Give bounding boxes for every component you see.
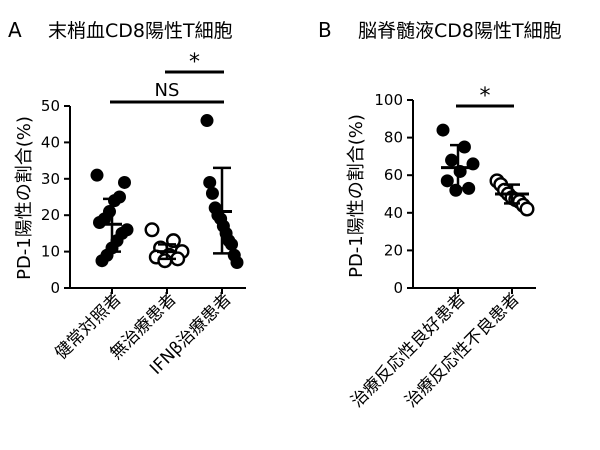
panel-b-y-tick-label: 40 [384, 204, 403, 222]
panel-b-data-point-filled [449, 183, 463, 197]
panel-b-y-tick-label: 20 [384, 241, 403, 259]
panel-a-data-point-filled [203, 175, 217, 189]
panel-a-data-point-filled [230, 256, 244, 270]
panel-b-y-tick-label: 100 [374, 91, 403, 109]
panel-a-significance-label: * [189, 50, 200, 75]
panel-letter-a: A [8, 18, 22, 42]
panel-a-y-tick-label: 20 [41, 206, 60, 224]
panel-a-data-point-filled [90, 168, 104, 182]
panel-a-significance-label: NS [155, 80, 180, 101]
panel-b-y-tick-label: 80 [384, 129, 403, 147]
panel-b-y-tick-label: 60 [384, 166, 403, 184]
panel-a-y-tick-label: 30 [41, 170, 60, 188]
panel-a-data-point-filled [93, 215, 106, 229]
panel-b-significance-label: * [480, 84, 491, 109]
panel-b-data-point-open [519, 201, 535, 217]
panel-letter-b: B [318, 18, 332, 42]
panel-a-y-tick-label: 50 [41, 97, 60, 115]
panel-a-data-point-open [157, 253, 173, 269]
panel-a-y-tick-label: 0 [50, 279, 60, 297]
panel-a-y-tick-label: 10 [41, 243, 60, 261]
panel-a-y-axis-label: PD-1陽性の割合(%) [14, 116, 35, 280]
panel-b-data-point-filled [445, 153, 459, 167]
panel-a-data-point-filled [205, 186, 219, 200]
panel-b-y-axis-label: PD-1陽性の割合(%) [346, 114, 367, 278]
panel-b-data-point-filled [457, 140, 471, 154]
panel-b-data-point-filled [440, 174, 454, 188]
panel-a-data-point-filled [95, 254, 109, 268]
panel-a-data-point-filled [200, 114, 214, 128]
panel-a-y-tick-label: 40 [41, 133, 60, 151]
panel-a-data-point-open [144, 222, 160, 238]
panel-b-data-point-filled [436, 123, 450, 137]
panel-a-data-point-filled [225, 237, 239, 251]
panel-b-data-point-filled [462, 181, 476, 195]
panel-a-title: 末梢血CD8陽性T細胞 [48, 20, 233, 42]
panel-b-y-tick-label: 0 [393, 279, 403, 297]
panel-b-title: 脳脊髄液CD8陽性T細胞 [358, 20, 562, 42]
panel-a-data-point-filled [118, 175, 131, 189]
